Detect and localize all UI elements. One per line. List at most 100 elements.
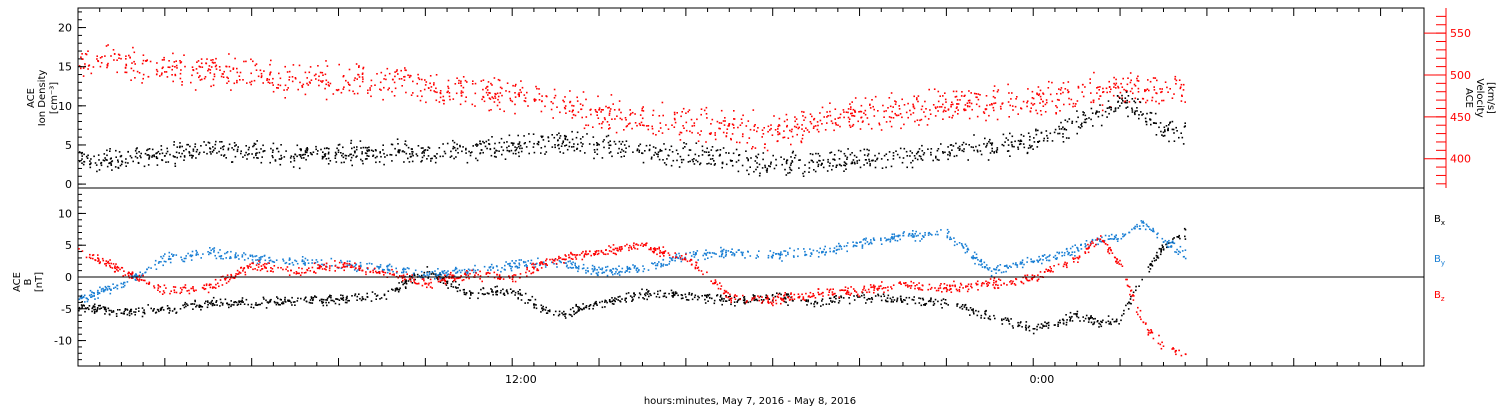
by-point [139,271,141,274]
by-point [544,266,547,268]
ion-density-point [361,160,364,162]
velocity-point [212,84,215,87]
velocity-point [208,65,211,67]
bx-point [533,303,535,305]
ion-density-point [486,147,488,150]
ion-density-point [194,143,197,145]
ion-density-point [721,162,724,164]
bx-point [147,304,149,306]
ion-density-point [293,159,296,162]
velocity-point [602,109,604,111]
bx-point [1160,250,1162,252]
ion-density-point [355,156,357,158]
ion-density-point [208,142,211,144]
by-point [437,273,440,276]
velocity-point [889,105,892,108]
ion-density-point [712,154,714,157]
by-point [612,268,615,270]
by-point [353,265,356,268]
bx-point [743,296,746,298]
ion-density-point [936,149,939,152]
velocity-point [714,138,717,141]
velocity-point [499,92,502,94]
velocity-point [1124,100,1127,102]
bx-point [342,296,345,299]
velocity-point [1137,91,1140,93]
ion-density-point [459,145,461,148]
velocity-point [458,79,460,82]
bx-point [889,297,892,300]
by-point [108,288,111,290]
bx-point [975,309,977,312]
by-point [986,267,989,269]
by-point [740,251,743,254]
bx-point [99,308,101,310]
velocity-point [343,86,345,88]
ion-density-point [360,158,362,161]
ion-density-point [389,153,391,156]
by-point [295,260,298,263]
ion-density-point [588,143,591,145]
ion-density-point [901,161,904,164]
ion-density-point [443,150,446,153]
ion-density-point [921,144,923,147]
bz-point [431,287,433,289]
ion-density-point [1035,133,1038,136]
by-point [301,256,304,258]
by-point [1134,227,1136,230]
ion-density-point [689,160,691,163]
by-point [835,245,838,248]
ion-density-point [166,147,168,150]
velocity-point [1147,79,1149,81]
ion-density-point [227,148,230,151]
by-point [601,267,604,269]
ion-density-point [564,137,566,140]
by-point [1042,259,1044,261]
by-point [154,259,157,262]
ion-density-point [844,164,847,167]
velocity-point [1160,91,1162,94]
velocity-point [430,86,433,88]
ion-density-point [921,150,924,152]
velocity-point [733,127,735,129]
bx-point [914,302,917,305]
ion-density-point [963,148,965,150]
ion-density-point [1178,136,1180,139]
ion-density-point [111,169,113,171]
ion-density-point [714,163,716,165]
ion-density-point [967,159,969,161]
velocity-point [1051,81,1053,84]
velocity-point [294,77,297,79]
ion-density-point [759,172,761,175]
velocity-point [523,94,526,96]
by-point [423,273,425,276]
ion-density-point [366,155,368,157]
ion-density-point [457,152,459,154]
by-point [518,266,520,269]
bx-point [416,273,419,276]
by-point [662,263,665,266]
by-point [628,271,631,273]
bx-point [1123,309,1125,312]
ion-density-point [181,152,183,155]
ion-density-point [146,149,148,152]
bx-point [517,297,519,299]
velocity-point [600,127,603,129]
ion-density-point [344,154,347,157]
bx-point [354,294,356,297]
velocity-point [201,66,204,68]
ion-density-point [803,170,806,173]
ion-density-point [957,147,959,149]
bx-point [496,290,499,292]
velocity-point [598,107,601,109]
velocity-point [1037,86,1040,88]
ion-density-point [582,143,584,145]
velocity-point [826,111,828,113]
ion-density-point [885,166,887,169]
ion-density-point [608,144,611,146]
velocity-point [843,116,845,119]
by-point [1162,241,1165,243]
by-point [106,289,109,291]
bx-point [577,310,579,312]
by-point [633,265,636,268]
